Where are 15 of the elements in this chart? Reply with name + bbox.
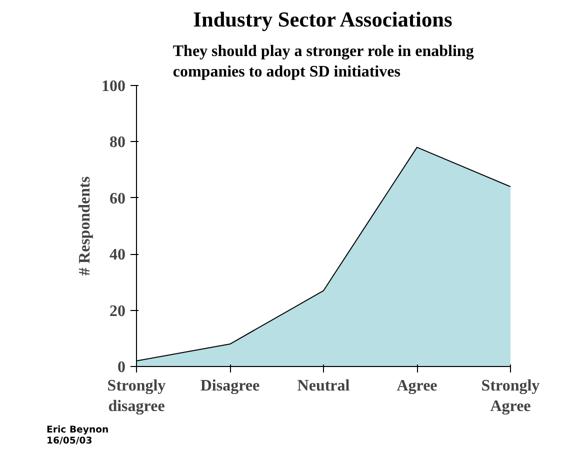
y-tick-label: 100 [102,78,126,95]
chart-title: Industry Sector Associations [193,8,452,32]
x-tick-label: Agree [396,378,438,394]
y-tick-label: 20 [110,302,126,320]
y-tick-label: 60 [110,190,126,208]
text: Eric Beynon 16/05/03 [46,424,109,446]
y-tick-label: 40 [110,246,126,264]
y-tick-label: 80 [110,134,126,152]
y-tick-label: 0 [118,359,126,376]
x-tick-label: Disagree [200,378,260,394]
x-tick-label: Neutral [297,378,350,394]
chart-subtitle: They should play a stronger role in enabling companies to adopt SD initiatives [172,43,474,80]
x-tick-label: Strongly disagree [107,378,166,415]
x-tick-label: Strongly Agree [481,378,540,415]
y-axis-title: # Respondents [76,176,94,276]
